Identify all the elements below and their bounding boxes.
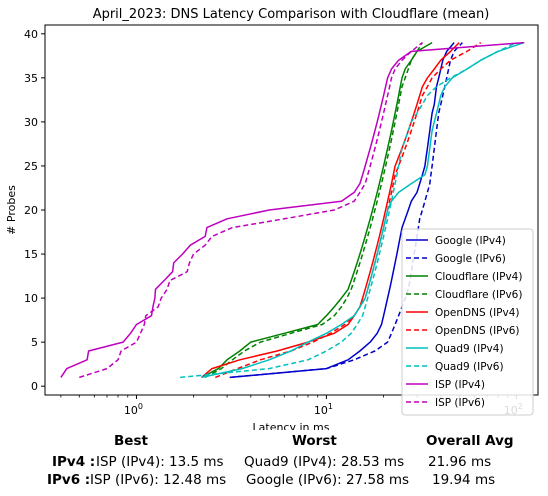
plot-area: [60, 41, 525, 379]
series-line: [204, 42, 424, 379]
y-tick-label: 40: [24, 28, 38, 41]
series-line: [79, 42, 423, 379]
legend-item-label: Cloudflare (IPv6): [435, 289, 522, 301]
y-tick-label: 10: [24, 292, 38, 305]
legend-item-label: Google (IPv4): [435, 235, 506, 247]
legend-item-label: Quad9 (IPv4): [435, 343, 504, 355]
x-tick-label: 101: [314, 402, 333, 417]
summary-stats: Best Worst Overall Avg IPv4 : ISP (IPv4)…: [0, 430, 548, 496]
legend-item-label: Google (IPv6): [435, 253, 506, 265]
latency-chart: April_2023: DNS Latency Comparison with …: [5, 7, 539, 430]
series-line: [180, 41, 517, 379]
ipv4-row-label: IPv4 :: [52, 454, 96, 470]
y-tick-label: 15: [24, 248, 38, 261]
ipv6-overall-value: 19.94 ms: [432, 472, 496, 488]
legend-box: [401, 228, 534, 416]
series-line: [201, 41, 433, 379]
series-line: [229, 42, 455, 379]
legend-item-label: ISP (IPv4): [435, 379, 485, 391]
series-line: [229, 42, 463, 379]
x-axis-label: Latency in ms: [253, 421, 330, 430]
ipv4-overall-value: 21.96 ms: [428, 454, 492, 470]
legend-item-label: OpenDNS (IPv4): [435, 307, 520, 319]
y-tick-label: 30: [24, 116, 38, 129]
y-tick-label: 0: [31, 380, 38, 393]
legend-item-label: Cloudflare (IPv4): [435, 271, 522, 283]
x-tick-label: 100: [124, 402, 143, 417]
y-axis-label: # Probes: [5, 185, 18, 235]
legend-item-label: ISP (IPv6): [435, 397, 485, 409]
best-header: Best: [114, 433, 148, 449]
legend-item-label: OpenDNS (IPv6): [435, 325, 520, 337]
series-line: [201, 41, 525, 379]
overall-header: Overall Avg: [426, 433, 514, 449]
worst-header: Worst: [292, 433, 337, 449]
legend: Google (IPv4) Google (IPv6) Cloudflare (IP…: [401, 228, 534, 416]
series-line: [60, 41, 525, 378]
ipv4-best-value: ISP (IPv4): 13.5 ms: [96, 454, 224, 470]
ipv4-worst-value: Quad9 (IPv4): 28.53 ms: [244, 454, 405, 470]
legend-item-label: Quad9 (IPv6): [435, 361, 504, 373]
ipv6-row-label: IPv6 :: [47, 472, 91, 488]
y-tick-label: 35: [24, 72, 38, 85]
series-line: [201, 42, 460, 378]
ipv6-best-value: ISP (IPv6): 12.48 ms: [90, 472, 227, 488]
y-tick-label: 25: [24, 160, 38, 173]
ipv6-worst-value: Google (IPv6): 27.58 ms: [246, 472, 410, 488]
chart-title: April_2023: DNS Latency Comparison with …: [93, 7, 490, 22]
y-tick-label: 5: [31, 336, 38, 349]
y-tick-label: 20: [24, 204, 38, 217]
